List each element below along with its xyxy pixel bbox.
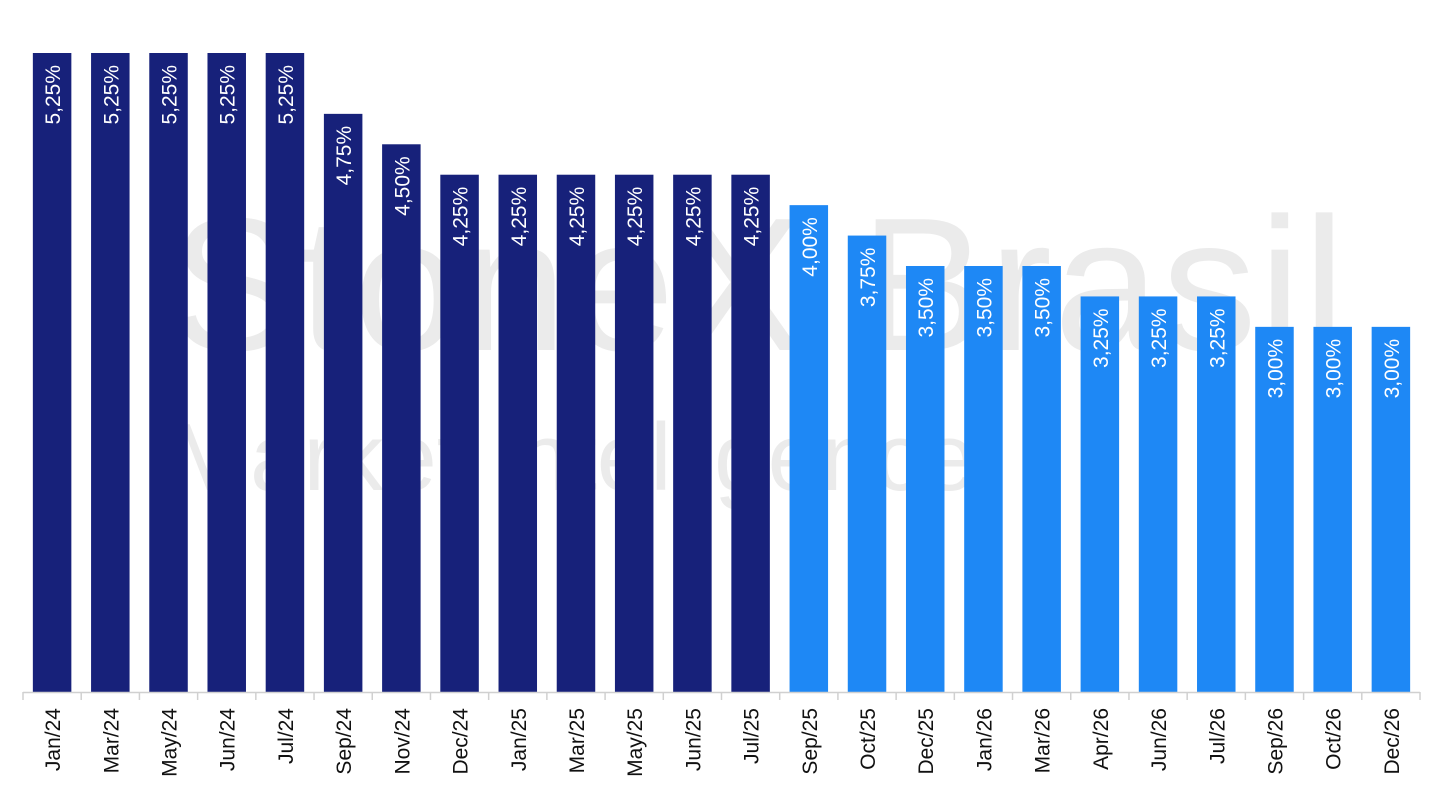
data-label: 3,00% xyxy=(1264,339,1287,399)
data-label: 5,25% xyxy=(275,65,298,125)
data-label: 3,00% xyxy=(1381,339,1404,399)
data-label: 3,75% xyxy=(857,248,880,308)
data-label: 4,00% xyxy=(799,217,822,277)
category-label: Apr/26 xyxy=(1090,708,1113,770)
category-label: Mar/25 xyxy=(566,708,589,773)
bar-jul-24 xyxy=(265,53,305,692)
data-label: 5,25% xyxy=(217,65,240,125)
category-label: Oct/25 xyxy=(857,708,880,770)
bar-jan-25 xyxy=(498,174,538,692)
bar-may-25 xyxy=(614,174,654,692)
category-label: Jul/24 xyxy=(275,708,298,764)
category-label: Sep/26 xyxy=(1264,708,1287,775)
data-label: 3,25% xyxy=(1206,308,1229,368)
bar-dec-24 xyxy=(440,174,479,692)
category-label: Dec/26 xyxy=(1381,708,1404,775)
bar-jun-26 xyxy=(1138,296,1178,692)
data-label: 4,25% xyxy=(450,187,473,247)
bar-jan-26 xyxy=(964,266,1003,692)
bar-mar-24 xyxy=(91,53,130,692)
category-label: May/25 xyxy=(624,708,647,777)
bar-sep-25 xyxy=(789,205,829,692)
data-label: 4,25% xyxy=(682,187,705,247)
bar-jun-24 xyxy=(207,53,246,692)
data-label: 3,50% xyxy=(1032,278,1055,338)
data-label: 3,25% xyxy=(1148,308,1171,368)
category-label: Jan/24 xyxy=(42,708,65,771)
bar-apr-26 xyxy=(1080,296,1120,692)
data-label: 3,50% xyxy=(973,278,996,338)
data-labels-group: 5,25% 5,25% 5,25% 5,25% 5,25% 4,75% 4,50% 4,25%… xyxy=(42,65,1404,398)
data-label: 4,25% xyxy=(741,187,764,247)
bar-jul-26 xyxy=(1197,296,1236,692)
category-label: Jul/25 xyxy=(741,708,764,764)
category-label: Sep/24 xyxy=(333,708,356,775)
category-label: Jul/26 xyxy=(1206,708,1229,764)
category-label: May/24 xyxy=(159,708,182,777)
bar-jun-25 xyxy=(673,174,712,692)
bar-dec-25 xyxy=(905,266,945,692)
x-axis-ticks xyxy=(22,692,1421,700)
category-label: Nov/24 xyxy=(391,708,414,775)
category-label: Jun/24 xyxy=(217,708,240,771)
bar-nov-24 xyxy=(382,144,421,693)
bar-dec-26 xyxy=(1371,326,1411,692)
bar-mar-26 xyxy=(1022,266,1061,692)
category-label: Jan/26 xyxy=(973,708,996,771)
bar-may-24 xyxy=(149,53,188,692)
bar-jul-25 xyxy=(731,174,770,692)
data-label: 4,75% xyxy=(333,126,356,186)
category-label: Sep/25 xyxy=(799,708,822,775)
category-label: Jan/25 xyxy=(508,708,531,771)
category-label: Oct/26 xyxy=(1323,708,1346,770)
bar-oct-26 xyxy=(1313,326,1352,692)
category-label: Dec/24 xyxy=(450,708,473,775)
bar-oct-25 xyxy=(847,235,887,693)
category-label: Mar/26 xyxy=(1032,708,1055,773)
data-label: 4,25% xyxy=(624,187,647,247)
bar-jan-24 xyxy=(32,53,72,692)
data-label: 5,25% xyxy=(159,65,182,125)
bars-group xyxy=(32,53,1411,693)
data-label: 4,50% xyxy=(391,156,414,216)
data-label: 5,25% xyxy=(100,65,123,125)
bar-sep-26 xyxy=(1255,326,1294,692)
data-label: 4,25% xyxy=(566,187,589,247)
bar-mar-25 xyxy=(556,174,596,692)
category-label: Jun/25 xyxy=(682,708,705,771)
data-label: 3,50% xyxy=(915,278,938,338)
data-label: 5,25% xyxy=(42,65,65,125)
bar-sep-24 xyxy=(323,113,363,693)
category-labels-group: Jan/24 Mar/24 May/24 Jun/24 Jul/24 Sep/24 Nov/… xyxy=(42,708,1404,777)
data-label: 3,00% xyxy=(1323,339,1346,399)
data-label: 3,25% xyxy=(1090,308,1113,368)
category-label: Mar/24 xyxy=(100,708,123,774)
category-label: Jun/26 xyxy=(1148,708,1171,771)
data-label: 4,25% xyxy=(508,187,531,247)
category-label: Dec/25 xyxy=(915,708,938,775)
